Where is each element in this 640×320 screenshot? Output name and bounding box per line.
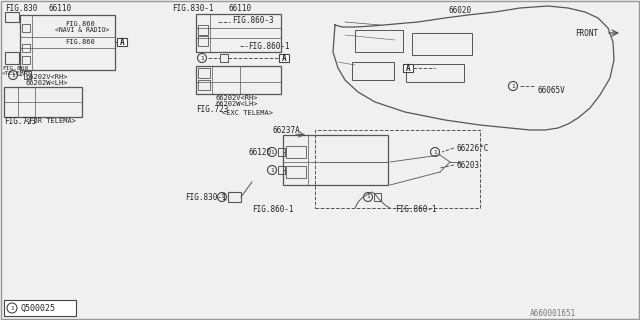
Text: 66065V: 66065V xyxy=(537,85,564,94)
Text: 1: 1 xyxy=(366,195,370,199)
Text: <FOR TELEMA>: <FOR TELEMA> xyxy=(25,118,76,124)
Bar xyxy=(5,52,19,64)
Bar xyxy=(4,300,76,316)
Bar xyxy=(352,62,394,80)
Bar xyxy=(286,166,306,178)
Bar xyxy=(374,193,381,201)
Text: 66202V<RH>: 66202V<RH> xyxy=(25,74,67,80)
Text: Q500025: Q500025 xyxy=(20,303,55,313)
Bar xyxy=(278,148,285,156)
Text: FIG.830: FIG.830 xyxy=(5,4,37,12)
Text: 66237A: 66237A xyxy=(272,125,300,134)
Text: 1: 1 xyxy=(270,167,274,172)
Text: FIG.860-1: FIG.860-1 xyxy=(395,205,436,214)
Text: FIG.723: FIG.723 xyxy=(196,105,228,114)
Text: 66226*C: 66226*C xyxy=(456,143,488,153)
Bar xyxy=(198,36,208,46)
Bar xyxy=(20,15,115,70)
Text: <NAVI & RADIO>: <NAVI & RADIO> xyxy=(55,27,109,33)
Bar xyxy=(412,33,472,55)
Text: 66020: 66020 xyxy=(448,5,471,14)
Bar xyxy=(22,56,30,64)
Text: FIG.860-1: FIG.860-1 xyxy=(252,205,294,214)
Text: 1: 1 xyxy=(220,195,224,199)
Text: 1: 1 xyxy=(200,55,204,60)
Text: FIG.830-1: FIG.830-1 xyxy=(185,194,227,203)
Bar xyxy=(279,54,289,62)
Text: FIG.830-1: FIG.830-1 xyxy=(172,4,214,12)
Text: 1: 1 xyxy=(10,306,14,310)
Bar xyxy=(228,192,241,202)
Text: FIG.723: FIG.723 xyxy=(4,116,36,125)
Text: FIG.860: FIG.860 xyxy=(65,21,95,27)
Text: FIG.860-1: FIG.860-1 xyxy=(248,42,290,51)
Text: FRONT: FRONT xyxy=(575,28,598,37)
Bar xyxy=(198,80,210,90)
Bar xyxy=(5,12,19,22)
Bar xyxy=(406,64,464,82)
Bar xyxy=(286,146,306,158)
Text: FIG.860-3: FIG.860-3 xyxy=(232,15,274,25)
Bar xyxy=(22,24,30,32)
Text: 1: 1 xyxy=(511,84,515,89)
Text: <EXC TELEMA>: <EXC TELEMA> xyxy=(222,110,273,116)
Text: 66120: 66120 xyxy=(248,148,271,156)
Bar xyxy=(117,38,127,46)
Text: FIG.860: FIG.860 xyxy=(65,39,95,45)
Text: A: A xyxy=(120,37,124,46)
Bar xyxy=(198,25,208,35)
Bar xyxy=(355,30,403,52)
Text: 66110: 66110 xyxy=(48,4,71,12)
Bar xyxy=(403,64,413,72)
Bar xyxy=(198,68,210,78)
Text: A660001651: A660001651 xyxy=(530,308,576,317)
Text: 66203: 66203 xyxy=(456,161,479,170)
Text: A: A xyxy=(406,63,410,73)
Bar xyxy=(196,14,281,52)
Text: 66110: 66110 xyxy=(228,4,251,12)
Text: <TELEMA>: <TELEMA> xyxy=(2,70,32,76)
Bar xyxy=(315,130,480,208)
Text: 66202W<LH>: 66202W<LH> xyxy=(215,101,257,107)
Text: 1: 1 xyxy=(11,73,15,77)
Text: 66202V<RH>: 66202V<RH> xyxy=(215,95,257,101)
Bar xyxy=(220,54,228,62)
Bar xyxy=(4,87,82,117)
Bar xyxy=(24,71,31,79)
Bar xyxy=(22,44,30,52)
Bar xyxy=(278,166,285,174)
Text: 66202W<LH>: 66202W<LH> xyxy=(25,80,67,86)
Text: FIG.860: FIG.860 xyxy=(2,66,28,70)
Text: 1: 1 xyxy=(433,149,437,155)
Text: 1: 1 xyxy=(270,149,274,155)
Text: A: A xyxy=(282,53,286,62)
Bar xyxy=(283,135,388,185)
Bar xyxy=(196,66,281,94)
